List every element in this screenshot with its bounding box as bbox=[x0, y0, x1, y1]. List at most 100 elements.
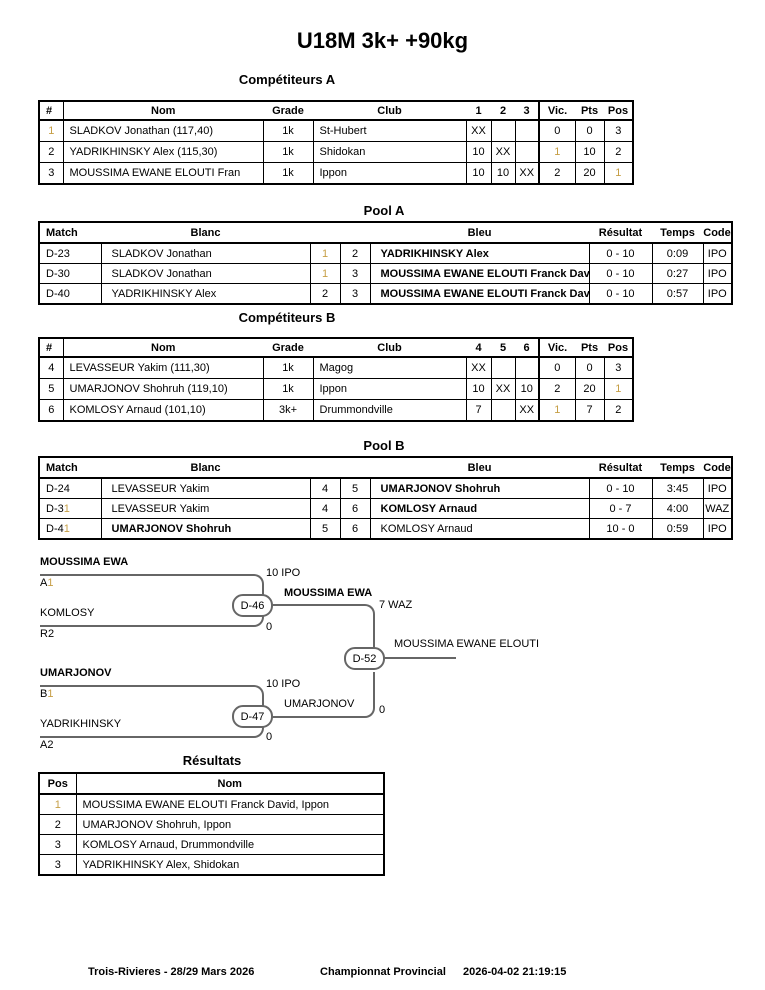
cell-code: IPO bbox=[702, 263, 733, 284]
column-header bbox=[340, 222, 370, 244]
cell-number: 2 bbox=[38, 141, 64, 163]
cell-blanc-number: 4 bbox=[309, 498, 341, 519]
cell-pos: 3 bbox=[38, 834, 77, 855]
bracket-sf2-top-score: 10 IPO bbox=[266, 678, 301, 690]
table-row: D-30 SLADKOV Jonathan 1 3 MOUSSIMA EWANE ELO… bbox=[38, 263, 733, 284]
cell-pos: 2 bbox=[603, 141, 634, 163]
bracket-sf1-bottom-name: KOMLOSY bbox=[40, 607, 95, 619]
column-header bbox=[340, 457, 370, 479]
column-header: 3 bbox=[515, 101, 539, 121]
cell-bleu-number: 3 bbox=[339, 263, 371, 284]
bracket-connector-sf1-final bbox=[270, 604, 375, 650]
cell-vic: 2 bbox=[538, 378, 576, 400]
cell-bleu-number: 6 bbox=[339, 498, 371, 519]
cell-match-id: D-24 bbox=[38, 477, 102, 499]
cell-bleu-number: 2 bbox=[339, 242, 371, 264]
cell-temps: 0:59 bbox=[651, 518, 704, 540]
bracket-sf2-top-name: UMARJONOV bbox=[40, 667, 112, 679]
table-row: 2 YADRIKHINSKY Alex (115,30) 1k Shidokan 10 X… bbox=[38, 141, 634, 163]
cell-bleu-number: 3 bbox=[339, 283, 371, 305]
cell-pts: 10 bbox=[574, 141, 605, 163]
column-header: Blanc bbox=[101, 222, 310, 244]
cell-score-3 bbox=[514, 119, 540, 142]
bracket-champion-name: MOUSSIMA EWANE ELOUTI bbox=[394, 638, 540, 650]
section-heading-pool-b: Pool B bbox=[363, 438, 405, 453]
cell-bleu-name: KOMLOSY Arnaud bbox=[369, 498, 590, 519]
bracket-match-box-d52: D-52 bbox=[344, 647, 385, 670]
cell-score-1: XX bbox=[465, 119, 492, 142]
bracket-sf2-winner-name: UMARJONOV bbox=[284, 698, 355, 710]
cell-bleu-name: MOUSSIMA EWANE ELOUTI Franck Dav bbox=[369, 263, 590, 284]
column-header: Vic. bbox=[538, 101, 575, 121]
cell-nom: YADRIKHINSKY Alex, Shidokan bbox=[75, 854, 385, 876]
bracket-sf2-winner-score: 0 bbox=[379, 704, 386, 716]
footer-printed-timestamp: 2026-04-02 21:19:15 bbox=[463, 966, 567, 978]
cell-score-1: 10 bbox=[465, 141, 492, 163]
bracket-sf2-bottom-seed: A2 bbox=[40, 739, 54, 751]
bracket-match-box-d46: D-46 bbox=[232, 594, 273, 617]
section-heading-resultats: Résultats bbox=[182, 753, 242, 768]
cell-club: St-Hubert bbox=[312, 119, 467, 142]
cell-resultat: 10 - 0 bbox=[588, 518, 653, 540]
cell-score-1: XX bbox=[465, 356, 492, 379]
column-header: Pos bbox=[604, 338, 633, 358]
cell-nom: KOMLOSY Arnaud, Drummondville bbox=[75, 834, 385, 855]
column-header: Bleu bbox=[370, 222, 589, 244]
cell-nom: YADRIKHINSKY Alex (115,30) bbox=[62, 141, 264, 163]
cell-pos: 2 bbox=[603, 399, 634, 422]
cell-vic: 0 bbox=[538, 356, 576, 379]
cell-code: IPO bbox=[702, 283, 733, 305]
table-row: 3 KOMLOSY Arnaud, Drummondville bbox=[38, 834, 385, 855]
cell-score-2: XX bbox=[490, 378, 516, 400]
cell-vic: 2 bbox=[538, 162, 576, 185]
cell-club: Shidokan bbox=[312, 141, 467, 163]
cell-temps: 4:00 bbox=[651, 498, 704, 519]
cell-nom: MOUSSIMA EWANE ELOUTI Franck David, Ippo… bbox=[75, 793, 385, 815]
column-header: Temps bbox=[652, 457, 703, 479]
section-heading-competiteurs-a: Compétiteurs A bbox=[238, 72, 336, 87]
column-header: Résultat bbox=[589, 222, 652, 244]
cell-code: IPO bbox=[702, 518, 733, 540]
cell-temps: 0:57 bbox=[651, 283, 704, 305]
cell-score-1: 10 bbox=[465, 378, 492, 400]
cell-pos: 3 bbox=[603, 356, 634, 379]
column-header: 6 bbox=[515, 338, 539, 358]
cell-grade: 1k bbox=[262, 356, 314, 379]
cell-nom: LEVASSEUR Yakim (111,30) bbox=[62, 356, 264, 379]
bracket-sf1-top-seed: A1 bbox=[40, 577, 54, 589]
cell-score-1: 7 bbox=[465, 399, 492, 422]
pool-a-table: Match Blanc Bleu Résultat Temps Code D-23 SLADK… bbox=[38, 221, 733, 305]
cell-score-3 bbox=[514, 141, 540, 163]
bracket-sf2-bottom-score: 0 bbox=[266, 731, 273, 743]
cell-nom: MOUSSIMA EWANE ELOUTI Fran bbox=[62, 162, 264, 185]
column-header: Pts bbox=[575, 338, 604, 358]
column-header: Bleu bbox=[370, 457, 589, 479]
cell-nom: UMARJONOV Shohruh, Ippon bbox=[75, 814, 385, 835]
cell-grade: 1k bbox=[262, 378, 314, 400]
cell-temps: 3:45 bbox=[651, 477, 704, 499]
cell-grade: 3k+ bbox=[262, 399, 314, 422]
cell-resultat: 0 - 10 bbox=[588, 242, 653, 264]
column-header: Club bbox=[313, 338, 466, 358]
cell-resultat: 0 - 10 bbox=[588, 283, 653, 305]
cell-temps: 0:27 bbox=[651, 263, 704, 284]
cell-number: 4 bbox=[38, 356, 64, 379]
column-header: Grade bbox=[263, 101, 313, 121]
table-row: 6 KOMLOSY Arnaud (101,10) 3k+ Drummondville… bbox=[38, 399, 634, 422]
cell-pos: 1 bbox=[603, 378, 634, 400]
column-header: Match bbox=[39, 222, 101, 244]
cell-score-1: 10 bbox=[465, 162, 492, 185]
column-header: Vic. bbox=[538, 338, 575, 358]
cell-score-3: 10 bbox=[514, 378, 540, 400]
cell-club: Ippon bbox=[312, 162, 467, 185]
cell-score-3 bbox=[514, 356, 540, 379]
cell-pts: 0 bbox=[574, 119, 605, 142]
column-header: 1 bbox=[466, 101, 491, 121]
cell-blanc-name: YADRIKHINSKY Alex bbox=[100, 283, 311, 305]
cell-blanc-name: LEVASSEUR Yakim bbox=[100, 498, 311, 519]
table-row: 3 MOUSSIMA EWANE ELOUTI Fran 1k Ippon 10 10 XX… bbox=[38, 162, 634, 185]
cell-nom: SLADKOV Jonathan (117,40) bbox=[62, 119, 264, 142]
column-header: Nom bbox=[76, 773, 384, 795]
table-row: D-40 YADRIKHINSKY Alex 2 3 MOUSSIMA EWANE EL… bbox=[38, 283, 733, 305]
cell-pts: 0 bbox=[574, 356, 605, 379]
